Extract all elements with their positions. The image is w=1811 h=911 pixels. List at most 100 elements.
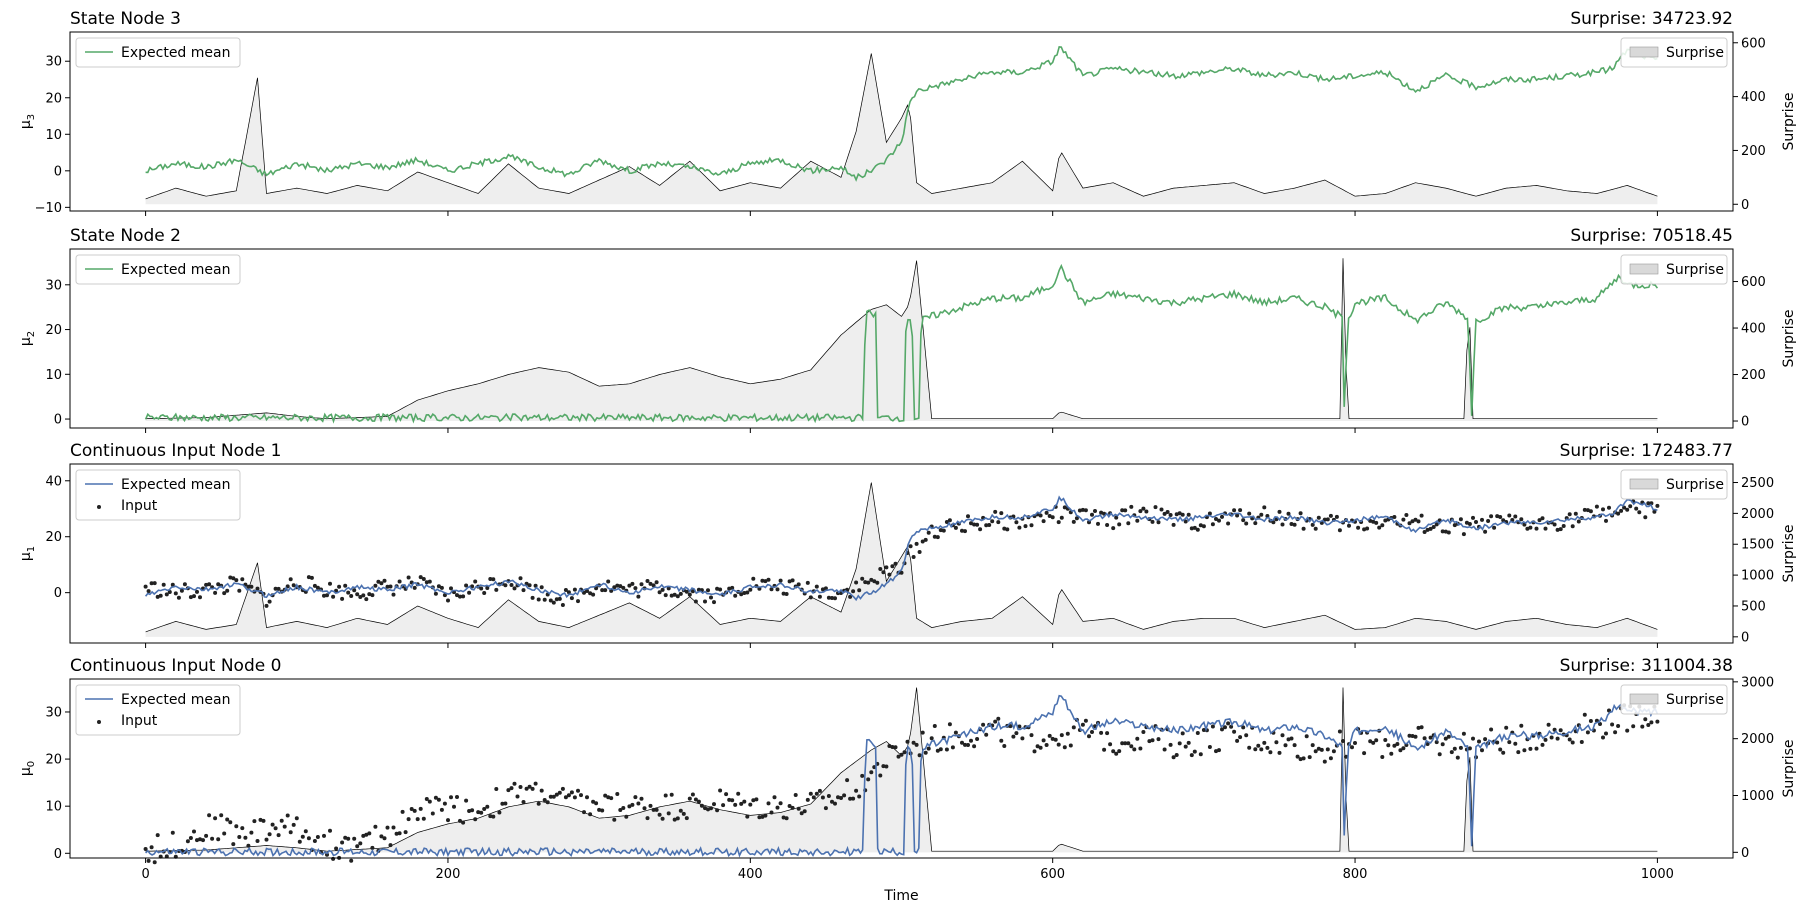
input-point <box>811 795 816 800</box>
x-tick-label: 400 <box>738 867 763 882</box>
input-point <box>1422 736 1427 741</box>
input-point <box>893 745 898 750</box>
input-point <box>932 724 937 728</box>
input-point <box>569 790 574 795</box>
input-point <box>724 792 729 797</box>
input-point <box>282 824 287 829</box>
input-point <box>367 592 372 597</box>
input-point <box>905 739 910 744</box>
input-point <box>1504 725 1509 730</box>
input-point <box>192 594 196 599</box>
input-point <box>748 587 753 592</box>
input-point <box>1087 734 1091 739</box>
input-point <box>188 836 193 840</box>
input-point <box>1123 508 1128 513</box>
input-point <box>1519 723 1524 728</box>
input-point <box>1177 741 1182 746</box>
input-point <box>938 747 943 752</box>
legend-box <box>75 37 241 68</box>
input-point <box>240 577 245 582</box>
legend-label: Input <box>121 498 158 514</box>
input-point <box>1189 526 1194 531</box>
input-point <box>216 582 221 587</box>
input-point <box>627 804 632 809</box>
input-point <box>896 754 901 759</box>
input-point <box>252 819 257 824</box>
input-point <box>960 528 964 533</box>
input-point <box>346 836 351 841</box>
input-point <box>712 600 716 605</box>
input-point <box>482 591 487 595</box>
input-point <box>1607 505 1611 510</box>
input-point <box>515 794 520 799</box>
input-point <box>1220 514 1224 519</box>
input-point <box>334 846 339 851</box>
input-point <box>427 579 432 584</box>
input-point <box>1401 746 1406 751</box>
input-point <box>742 799 747 804</box>
input-point <box>669 593 674 598</box>
input-point <box>1440 742 1445 747</box>
input-point <box>1220 727 1224 732</box>
input-point <box>1162 511 1167 516</box>
input-point <box>733 802 738 807</box>
input-point <box>382 578 387 583</box>
input-point <box>1513 741 1518 746</box>
input-point <box>1126 521 1131 526</box>
input-point <box>642 806 647 811</box>
input-point <box>1347 523 1351 528</box>
input-point <box>709 595 713 600</box>
input-point <box>760 578 765 583</box>
input-point <box>993 509 998 514</box>
input-point <box>1413 734 1418 739</box>
input-point <box>421 816 426 821</box>
input-point <box>1235 513 1240 518</box>
input-point <box>830 799 834 804</box>
input-point <box>170 582 175 587</box>
input-point <box>1090 512 1094 517</box>
input-point <box>1555 736 1560 741</box>
input-point <box>666 811 671 816</box>
legend-dot-swatch <box>97 720 101 724</box>
right-tick-label: 400 <box>1741 90 1766 105</box>
input-point <box>884 565 889 570</box>
input-point <box>769 810 774 815</box>
input-point <box>1041 519 1046 524</box>
input-point <box>793 793 798 797</box>
input-point <box>494 587 499 592</box>
input-point <box>808 595 813 600</box>
input-point <box>1631 724 1636 729</box>
input-point <box>569 596 574 601</box>
left-tick-label: 10 <box>45 368 62 383</box>
input-point <box>479 586 484 591</box>
input-point <box>436 584 441 589</box>
input-point <box>222 591 227 596</box>
legend-label: Expected mean <box>121 692 230 708</box>
input-point <box>188 595 193 600</box>
input-point <box>884 764 889 769</box>
input-point <box>615 583 620 588</box>
input-point <box>902 750 907 755</box>
input-point <box>1168 742 1173 747</box>
input-point <box>509 786 514 791</box>
input-point <box>678 808 683 813</box>
surprise-line <box>145 53 1658 200</box>
input-point <box>1446 734 1451 739</box>
input-point <box>158 593 163 598</box>
input-point <box>524 786 529 791</box>
input-point <box>325 593 329 598</box>
input-point <box>1634 506 1639 511</box>
surprise-total: Surprise: 172483.77 <box>1560 441 1733 461</box>
input-point <box>615 792 620 796</box>
input-point <box>294 816 299 821</box>
input-point <box>763 813 768 818</box>
input-point <box>1483 737 1488 742</box>
input-point <box>512 586 517 591</box>
input-point <box>560 786 565 791</box>
input-point <box>751 798 756 803</box>
input-point <box>1156 520 1161 525</box>
input-point <box>1168 513 1173 517</box>
input-point <box>923 537 928 542</box>
input-point <box>975 522 980 527</box>
input-point <box>1183 519 1188 524</box>
